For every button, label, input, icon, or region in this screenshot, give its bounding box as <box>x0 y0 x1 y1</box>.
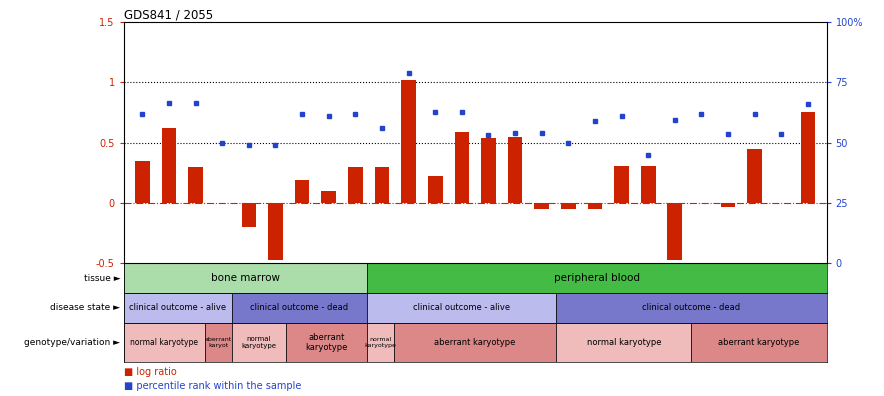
Bar <box>556 323 691 362</box>
Bar <box>481 138 496 203</box>
Bar <box>535 203 549 209</box>
Text: GDS841 / 2055: GDS841 / 2055 <box>124 9 213 22</box>
Bar <box>375 167 389 203</box>
Bar <box>241 203 256 227</box>
Bar <box>205 323 232 362</box>
Bar <box>367 263 827 293</box>
Bar <box>268 203 283 260</box>
Text: aberrant karyotype: aberrant karyotype <box>719 338 800 347</box>
Text: normal karyotype: normal karyotype <box>587 338 661 347</box>
Bar <box>454 132 469 203</box>
Text: clinical outcome - alive: clinical outcome - alive <box>413 303 510 312</box>
Text: aberrant
karyot: aberrant karyot <box>205 337 232 348</box>
Text: normal
karyotype: normal karyotype <box>241 336 277 349</box>
Bar <box>394 323 556 362</box>
Bar <box>348 167 362 203</box>
Bar <box>428 176 443 203</box>
Bar <box>507 137 522 203</box>
Bar <box>561 203 575 209</box>
Bar <box>162 128 176 203</box>
Bar <box>556 293 827 323</box>
Text: normal karyotype: normal karyotype <box>130 338 198 347</box>
Bar <box>124 323 205 362</box>
Bar <box>367 293 556 323</box>
Text: aberrant karyotype: aberrant karyotype <box>434 338 516 347</box>
Bar <box>747 148 762 203</box>
Text: ■ percentile rank within the sample: ■ percentile rank within the sample <box>124 381 301 391</box>
Bar <box>135 161 149 203</box>
Text: normal
karyotype: normal karyotype <box>364 337 397 348</box>
Bar <box>188 167 203 203</box>
Bar <box>641 166 656 203</box>
Bar <box>367 323 394 362</box>
Bar <box>691 323 827 362</box>
Bar <box>124 263 367 293</box>
Bar <box>588 203 602 209</box>
Bar <box>401 80 415 203</box>
Text: genotype/variation ►: genotype/variation ► <box>24 338 120 347</box>
Text: bone marrow: bone marrow <box>211 273 280 283</box>
Bar <box>294 180 309 203</box>
Bar <box>801 112 815 203</box>
Text: disease state ►: disease state ► <box>50 303 120 312</box>
Text: clinical outcome - dead: clinical outcome - dead <box>643 303 741 312</box>
Bar <box>232 293 367 323</box>
Text: peripheral blood: peripheral blood <box>553 273 640 283</box>
Bar <box>286 323 367 362</box>
Bar <box>232 323 286 362</box>
Bar <box>614 166 629 203</box>
Bar <box>720 203 735 207</box>
Text: clinical outcome - dead: clinical outcome - dead <box>250 303 348 312</box>
Text: ■ log ratio: ■ log ratio <box>124 367 177 377</box>
Text: clinical outcome - alive: clinical outcome - alive <box>129 303 226 312</box>
Text: aberrant
karyotype: aberrant karyotype <box>305 333 347 352</box>
Bar <box>667 203 682 260</box>
Bar <box>124 293 232 323</box>
Bar <box>322 191 336 203</box>
Text: tissue ►: tissue ► <box>84 274 120 283</box>
